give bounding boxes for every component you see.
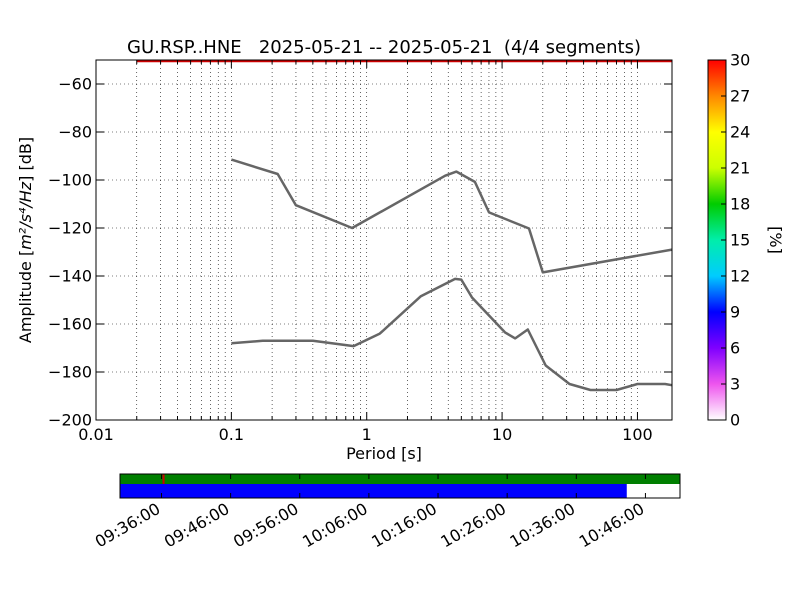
colorbar-label: [%] — [766, 226, 785, 254]
timeline-tick-label: 09:36:00 — [92, 499, 164, 551]
y-axis-label-prefix: Amplitude [ — [16, 250, 35, 343]
psd-series-line-1 — [231, 158, 673, 274]
colorbar-tick-label: 21 — [730, 159, 750, 178]
colorbar-tick-label: 18 — [730, 195, 750, 214]
y-tick-label: −180 — [48, 363, 92, 382]
x-axis-label: Period [s] — [346, 444, 422, 463]
y-tick-label: −60 — [58, 75, 92, 94]
timeline-tick-label: 10:16:00 — [368, 499, 440, 551]
timeline-green-bar — [120, 474, 680, 484]
y-tick-label: −140 — [48, 267, 92, 286]
colorbar: 0 3 6 9 12 15 18 21 24 27 30 [%] — [707, 51, 785, 430]
x-tick-label: 10 — [492, 425, 512, 444]
x-tick-label: 0.1 — [219, 425, 244, 444]
y-axis-label-suffix: ] [dB] — [16, 137, 35, 182]
psd-series-line-2 — [231, 277, 673, 392]
y-axis-label: Amplitude [m²/s⁴/Hz] [dB] — [16, 137, 35, 343]
timeline-tick-label: 10:06:00 — [299, 499, 371, 551]
colorbar-tick-label: 3 — [730, 375, 740, 394]
axis-ticks — [95, 60, 672, 421]
axis-tick-labels: 0.01 0.1 1 10 100 −60 −80 −100 −120 −140 −160 −180 −… — [48, 75, 653, 445]
timeline-frame — [119, 473, 681, 499]
colorbar-tick-label: 0 — [730, 411, 740, 430]
x-tick-label: 0.01 — [78, 425, 114, 444]
y-tick-label: −80 — [58, 123, 92, 142]
colorbar-tick-label: 12 — [730, 267, 750, 286]
y-axis-label-units: m²/s⁴/Hz — [16, 181, 35, 250]
series-group — [231, 158, 673, 392]
y-tick-label: −120 — [48, 219, 92, 238]
timeline-tick-label: 09:46:00 — [161, 499, 233, 551]
timeline-tick-label: 10:26:00 — [437, 499, 509, 551]
grid — [96, 60, 672, 420]
colorbar-ticks: 0 3 6 9 12 15 18 21 24 27 30 — [721, 51, 750, 430]
timeline-tick-label: 10:46:00 — [576, 499, 648, 551]
colorbar-tick-label: 27 — [730, 87, 750, 106]
timeline-tick-label: 09:56:00 — [230, 499, 302, 551]
timeline-blue-bar — [120, 484, 627, 498]
timeline-tick-label: 10:36:00 — [507, 499, 579, 551]
colorbar-tick-label: 9 — [730, 303, 740, 322]
colorbar-tick-label: 15 — [730, 231, 750, 250]
colorbar-tick-label: 30 — [730, 51, 750, 70]
plot-area — [96, 60, 672, 420]
plot-frame — [95, 59, 673, 421]
y-tick-label: −200 — [48, 411, 92, 430]
colorbar-tick-label: 6 — [730, 339, 740, 358]
colorbar-tick-label: 24 — [730, 123, 750, 142]
data-availability-timeline: 09:36:0009:46:0009:56:0010:06:0010:16:00… — [92, 473, 681, 551]
y-tick-label: −160 — [48, 315, 92, 334]
y-tick-label: −100 — [48, 171, 92, 190]
chart-title: GU.RSP..HNE 2025-05-21 -- 2025-05-21 (4/… — [127, 37, 641, 58]
timeline-tick-labels: 09:36:0009:46:0009:56:0010:06:0010:16:00… — [92, 499, 648, 551]
x-tick-label: 100 — [622, 425, 653, 444]
psd-plot: 0.01 0.1 1 10 100 −60 −80 −100 −120 −140 −160 −180 −… — [16, 37, 673, 463]
timeline-ticks — [160, 474, 646, 498]
x-tick-label: 1 — [362, 425, 372, 444]
